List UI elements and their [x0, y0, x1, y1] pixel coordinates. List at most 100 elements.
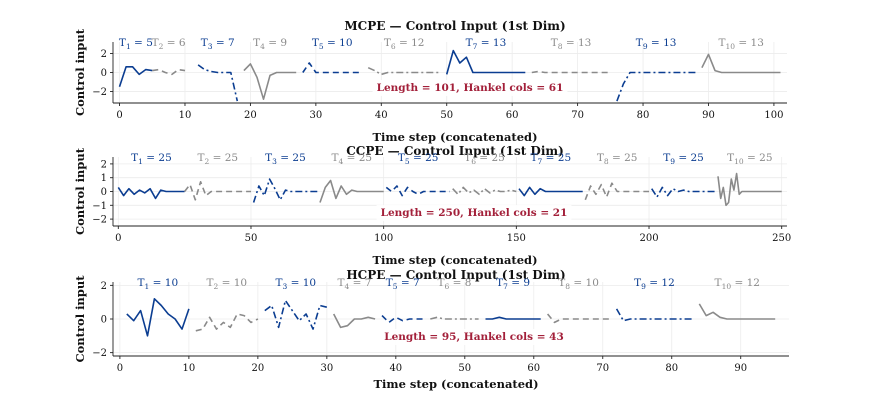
x-tick-label: 70	[571, 110, 584, 121]
series-line-9	[651, 186, 716, 198]
x-tick-label: 70	[596, 363, 609, 374]
y-tick-label: 0	[101, 315, 107, 326]
x-tick-label: 10	[179, 110, 192, 121]
y-tick-label: 2	[101, 49, 107, 60]
series-line-6	[430, 316, 479, 320]
segment-label-5: T5 = 10	[312, 37, 353, 51]
panel-ccpe: 0 50 100 150 200 250 −2 −1 0 1 2 CCPE — Control Inp…	[73, 144, 791, 267]
panel-mcpe: 0 10 20 30 40 50 60 70 80 90 100 −2 0 2 MCPE — Control…	[73, 19, 787, 144]
series-line-7	[518, 186, 583, 197]
x-tick-label: 80	[665, 363, 678, 374]
info-text: Length = 95, Hankel cols = 43	[384, 331, 564, 343]
x-tick-label: 60	[527, 363, 540, 374]
segment-label-2: T2 = 10	[206, 277, 247, 291]
x-axis-label: Time step (concatenated)	[372, 253, 537, 267]
segment-label-7: T7 = 13	[466, 37, 507, 51]
segment-label-2: T2 = 25	[197, 152, 238, 166]
series-line-3	[197, 64, 239, 102]
series-line-3	[264, 299, 327, 330]
x-tick-label: 0	[116, 110, 122, 121]
x-tick-label: 200	[639, 233, 658, 244]
info-annotation: Length = 250, Hankel cols = 21	[376, 205, 572, 221]
segment-label-10: T10 = 25	[727, 152, 772, 166]
info-box	[372, 80, 568, 96]
info-text: Length = 101, Hankel cols = 61	[377, 82, 564, 94]
series-line-10	[717, 172, 782, 207]
segment-label-7: T7 = 9	[496, 277, 530, 291]
y-tick-label: −2	[92, 215, 107, 226]
series-line-10	[701, 53, 781, 74]
x-tick-label: 50	[458, 363, 471, 374]
x-tick-label: 0	[115, 233, 121, 244]
x-tick-label: 80	[637, 110, 650, 121]
segment-label-8: T8 = 13	[551, 37, 592, 51]
segment-label-5: T5 = 25	[398, 152, 439, 166]
x-axis-label: Time step (concatenated)	[372, 130, 537, 144]
info-annotation: Length = 101, Hankel cols = 61	[372, 80, 568, 96]
y-tick-label: −1	[92, 201, 107, 212]
x-tick-label: 20	[244, 110, 257, 121]
series-line-4	[243, 63, 297, 100]
y-axis-label: Control input	[73, 147, 87, 235]
series-line-9	[615, 308, 693, 322]
series-line-2	[183, 181, 251, 201]
series-line-6	[452, 186, 517, 196]
x-tick-label: 40	[375, 110, 388, 121]
y-tick-label: 0	[101, 187, 107, 198]
segment-label-4: T4 = 7	[337, 277, 371, 291]
x-tick-label: 150	[507, 233, 526, 244]
x-tick-label: 20	[251, 363, 264, 374]
segment-label-2: T2 = 6	[152, 37, 186, 51]
segment-label-8: T8 = 10	[558, 277, 599, 291]
series-line-2	[195, 313, 259, 332]
segment-label-1: T1 = 10	[138, 277, 179, 291]
segment-label-6: T6 = 25	[464, 152, 505, 166]
series-line-4	[319, 179, 384, 203]
segment-label-6: T6 = 8	[437, 277, 471, 291]
y-axis-label: Control input	[73, 275, 87, 363]
x-tick-label: 250	[772, 233, 791, 244]
series-line-9	[616, 71, 696, 102]
series-line-3	[252, 178, 318, 203]
segment-label-3: T3 = 25	[265, 152, 306, 166]
y-tick-label: −2	[92, 348, 107, 359]
segment-label-6: T6 = 12	[384, 37, 425, 51]
y-tick-label: 0	[101, 68, 107, 79]
info-text: Length = 250, Hankel cols = 21	[381, 207, 568, 219]
segment-label-4: T4 = 9	[253, 37, 287, 51]
segment-label-10: T10 = 12	[715, 277, 760, 291]
x-tick-label: 50	[245, 233, 258, 244]
info-box	[376, 205, 572, 221]
segment-label-5: T5 = 7	[386, 277, 420, 291]
x-axis-label: Time step (concatenated)	[373, 377, 538, 391]
x-tick-label: 100	[764, 110, 783, 121]
segment-label-9: T9 = 13	[636, 37, 677, 51]
series-line-8	[546, 313, 610, 324]
chart-title: MCPE — Control Input (1st Dim)	[344, 19, 565, 33]
x-tick-label: 90	[734, 363, 747, 374]
y-axis-label: Control input	[73, 28, 87, 116]
series-line-7	[445, 49, 526, 75]
series-line-1	[126, 297, 190, 337]
x-tick-label: 50	[440, 110, 453, 121]
x-tick-label: 30	[320, 363, 333, 374]
x-tick-label: 0	[117, 363, 123, 374]
x-tick-label: 40	[389, 363, 402, 374]
series-line-2	[152, 68, 186, 76]
segment-label-9: T9 = 12	[634, 277, 675, 291]
series-line-5	[381, 315, 424, 324]
segment-label-8: T8 = 25	[597, 152, 638, 166]
segment-label-3: T3 = 7	[201, 37, 235, 51]
series-line-4	[332, 313, 376, 329]
x-tick-label: 100	[374, 233, 393, 244]
chart-title: CCPE — Control Input (1st Dim)	[346, 144, 564, 158]
chart-title: HCPE — Control Input (1st Dim)	[346, 268, 565, 282]
y-tick-label: 2	[101, 281, 107, 292]
segment-label-3: T3 = 10	[275, 277, 316, 291]
y-tick-label: 2	[101, 159, 107, 170]
segment-label-1: T1 = 5	[119, 37, 153, 51]
x-tick-label: 60	[506, 110, 519, 121]
segment-label-7: T7 = 25	[531, 152, 572, 166]
x-tick-label: 10	[183, 363, 196, 374]
